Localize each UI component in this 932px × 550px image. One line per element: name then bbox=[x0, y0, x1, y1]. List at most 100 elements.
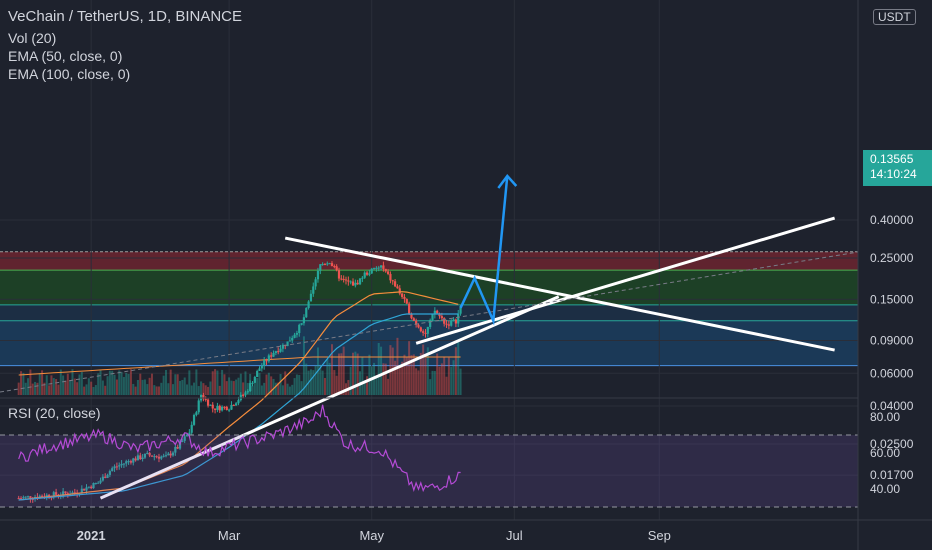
candle-body bbox=[94, 482, 97, 484]
volume-bar bbox=[202, 383, 205, 395]
volume-bar bbox=[218, 385, 221, 395]
candle-body bbox=[92, 483, 95, 489]
volume-bar bbox=[24, 382, 27, 395]
candle-body bbox=[326, 263, 329, 265]
candle-body bbox=[211, 404, 214, 409]
candle-body bbox=[143, 453, 147, 458]
study-ema100-label[interactable]: EMA (100, close, 0) bbox=[8, 66, 131, 82]
candle-body bbox=[267, 355, 270, 362]
candle-body bbox=[120, 463, 123, 466]
study-ema50-label[interactable]: EMA (50, close, 0) bbox=[8, 48, 123, 64]
candle-body bbox=[272, 352, 275, 357]
volume-bar bbox=[431, 370, 434, 395]
candle-body bbox=[139, 455, 142, 460]
volume-bar bbox=[115, 379, 118, 395]
candle-body bbox=[263, 360, 266, 366]
candle-body bbox=[52, 492, 55, 498]
rsi-label[interactable]: RSI (20, close) bbox=[8, 405, 101, 421]
candle-body bbox=[55, 492, 58, 495]
candle-body bbox=[45, 494, 48, 498]
volume-bar bbox=[204, 385, 207, 395]
candle-body bbox=[183, 436, 186, 441]
study-volume-label[interactable]: Vol (20) bbox=[8, 30, 57, 46]
candle-body bbox=[29, 496, 32, 499]
volume-bar bbox=[209, 381, 212, 395]
trendlines[interactable] bbox=[0, 174, 859, 500]
volume-bar bbox=[366, 376, 369, 395]
candle-body bbox=[438, 313, 441, 317]
volume-bar bbox=[281, 385, 284, 395]
volume-bar bbox=[300, 381, 303, 395]
volume-bar bbox=[50, 375, 53, 395]
candle-body bbox=[363, 272, 366, 278]
candle-body bbox=[237, 400, 240, 404]
volume-bar bbox=[62, 375, 65, 395]
volume-bar bbox=[29, 369, 32, 395]
date-tick-label: May bbox=[359, 528, 384, 543]
volume-bar bbox=[127, 374, 130, 395]
volume-bar bbox=[38, 373, 41, 395]
volume-bar bbox=[337, 353, 340, 395]
volume-bar bbox=[179, 380, 182, 395]
volume-bar bbox=[452, 360, 455, 395]
volume-bar bbox=[237, 377, 240, 395]
volume-bar bbox=[305, 363, 308, 395]
candle-body bbox=[122, 463, 126, 465]
candle-body bbox=[295, 333, 299, 335]
candle-body bbox=[356, 282, 359, 285]
volume-bar bbox=[129, 369, 132, 395]
volume-bar bbox=[394, 360, 397, 395]
candle-body bbox=[405, 298, 408, 304]
zone-mid bbox=[0, 304, 858, 321]
candle-body bbox=[372, 267, 376, 269]
currency-button[interactable]: USDT bbox=[873, 9, 916, 25]
ema100-line bbox=[18, 313, 459, 501]
date-tick-label: Sep bbox=[648, 528, 671, 543]
candle-body bbox=[384, 268, 387, 272]
candle-body bbox=[314, 279, 317, 287]
volume-bar bbox=[57, 384, 60, 395]
candle-body bbox=[415, 320, 418, 325]
volume-bar bbox=[323, 377, 326, 395]
volume-bar bbox=[314, 365, 317, 395]
candle-body bbox=[62, 491, 65, 496]
candle-body bbox=[150, 455, 154, 457]
candle-body bbox=[422, 331, 425, 333]
volume-bar bbox=[153, 385, 156, 395]
projection-path bbox=[459, 175, 509, 326]
volume-bar bbox=[190, 385, 193, 395]
volume-bar bbox=[298, 375, 301, 395]
volume-bar bbox=[181, 379, 184, 395]
candle-body bbox=[258, 368, 261, 371]
candle-body bbox=[333, 266, 336, 268]
candle-body bbox=[298, 324, 301, 334]
volume-bar bbox=[333, 370, 336, 395]
volume-bar bbox=[122, 377, 125, 395]
volume-bar bbox=[454, 347, 457, 395]
volume-bar bbox=[370, 366, 373, 395]
candle-body bbox=[351, 281, 355, 286]
volume-bar bbox=[20, 371, 23, 395]
volume-bar bbox=[232, 381, 235, 395]
volume-bar bbox=[242, 382, 245, 395]
candle-body bbox=[358, 278, 362, 285]
volume-bar bbox=[377, 343, 380, 395]
candle-body bbox=[401, 293, 404, 297]
candle-body bbox=[377, 267, 380, 269]
candle-body bbox=[389, 273, 392, 281]
candle-body bbox=[22, 497, 25, 499]
volume-bar bbox=[73, 378, 76, 395]
volume-bar bbox=[90, 381, 93, 395]
volume-bar bbox=[31, 383, 34, 395]
candle-body bbox=[419, 327, 422, 332]
candle-body bbox=[436, 310, 439, 314]
volume-bar bbox=[143, 379, 146, 395]
volume-bar bbox=[415, 368, 418, 395]
volume-bar bbox=[85, 384, 88, 395]
candle-body bbox=[157, 456, 161, 459]
volume-bar bbox=[69, 380, 72, 395]
candle-body bbox=[136, 455, 140, 461]
volume-bar bbox=[111, 370, 114, 395]
